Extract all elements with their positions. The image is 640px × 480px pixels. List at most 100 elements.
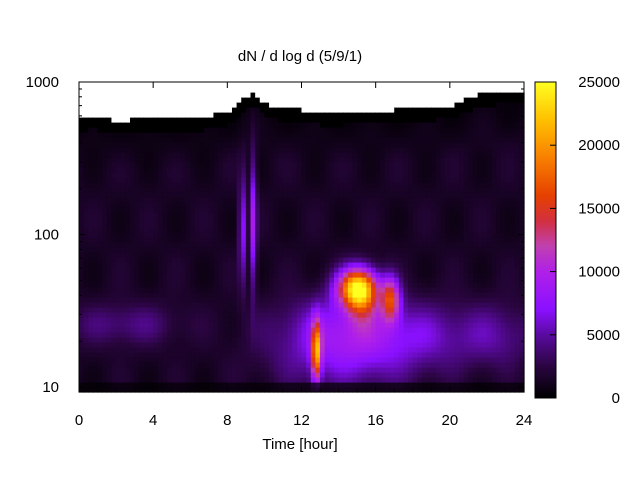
heatmap-cell [250,327,256,333]
heatmap-cell [324,172,330,178]
heatmap-cell [218,207,224,213]
heatmap-cell [449,267,456,273]
heatmap-cell [338,82,344,88]
heatmap-cell [213,312,219,318]
heatmap-cell [315,307,321,313]
heatmap-cell [264,372,270,378]
heatmap-cell [375,177,381,183]
heatmap-cell [301,182,307,188]
heatmap-cell [162,237,168,243]
heatmap-cell [97,332,103,338]
heatmap-cell [403,217,409,223]
heatmap-cell [384,242,391,248]
heatmap-cell [440,212,446,218]
heatmap-cell [255,267,261,273]
heatmap-cell [310,347,317,353]
heatmap-cell [338,157,344,163]
heatmap-cell [231,202,238,208]
heatmap-cell [422,382,428,388]
heatmap-cell [380,147,386,153]
heatmap-cell [204,367,210,373]
heatmap-cell [384,382,391,388]
heatmap-cell [255,292,261,298]
heatmap-cell [269,107,275,113]
heatmap-cell [426,387,432,393]
heatmap-cell [371,107,377,113]
heatmap-cell [148,387,154,393]
heatmap-cell [371,187,377,193]
heatmap-cell [426,307,432,313]
heatmap-cell [347,272,354,278]
heatmap-cell [264,202,270,208]
heatmap-cell [278,232,284,238]
heatmap-cell [199,312,205,318]
heatmap-cell [366,387,372,393]
heatmap-cell [389,107,395,113]
heatmap-cell [352,157,358,163]
heatmap-cell [153,252,159,258]
heatmap-cell [422,137,428,143]
heatmap-cell [412,157,418,163]
heatmap-cell [167,192,173,198]
heatmap-cell [315,282,321,288]
heatmap-cell [204,137,210,143]
heatmap-cell [431,92,437,98]
heatmap-cell [398,262,405,268]
heatmap-cell [329,277,335,283]
heatmap-cell [241,267,247,273]
heatmap-cell [352,142,358,148]
heatmap-cell [185,252,191,258]
heatmap-cell [320,217,326,223]
heatmap-cell [408,127,414,133]
heatmap-cell [296,347,303,353]
heatmap-cell [139,377,145,383]
heatmap-cell [296,287,303,293]
heatmap-cell [250,187,256,193]
heatmap-cell [106,92,113,98]
heatmap-cell [139,232,145,238]
heatmap-cell [301,317,307,323]
heatmap-cell [389,192,395,198]
heatmap-cell [282,167,289,173]
heatmap-cell [218,247,224,253]
heatmap-cell [375,187,381,193]
heatmap-cell [208,82,215,88]
heatmap-cell [422,312,428,318]
heatmap-cell [320,237,326,243]
heatmap-cell [236,172,242,178]
heatmap-cell [338,342,344,348]
heatmap-cell [375,102,381,108]
heatmap-cell [218,272,224,278]
heatmap-cell [375,292,381,298]
heatmap-cell [440,172,446,178]
heatmap-cell [287,197,293,203]
heatmap-cell [375,247,381,253]
heatmap-cell [338,162,344,168]
heatmap-cell [361,177,367,183]
heatmap-cell [315,257,321,263]
heatmap-cell [231,227,238,233]
heatmap-cell [83,257,89,263]
heatmap-cell [403,222,409,228]
heatmap-cell [167,342,173,348]
heatmap-cell [389,357,395,363]
heatmap-cell [143,127,150,133]
heatmap-cell [97,247,103,253]
heatmap-cell [366,232,372,238]
heatmap-cell [329,102,335,108]
heatmap-cell [273,207,279,213]
heatmap-cell [231,127,238,133]
heatmap-cell [333,277,340,283]
heatmap-cell [153,112,159,118]
heatmap-cell [338,177,344,183]
heatmap-cell [236,212,242,218]
heatmap-cell [287,307,293,313]
heatmap-cell [167,347,173,353]
heatmap-cell [306,342,312,348]
heatmap-cell [292,82,298,88]
heatmap-cell [231,237,238,243]
heatmap-cell [282,187,289,193]
heatmap-cell [357,357,363,363]
heatmap-cell [120,147,126,153]
heatmap-cell [208,342,215,348]
